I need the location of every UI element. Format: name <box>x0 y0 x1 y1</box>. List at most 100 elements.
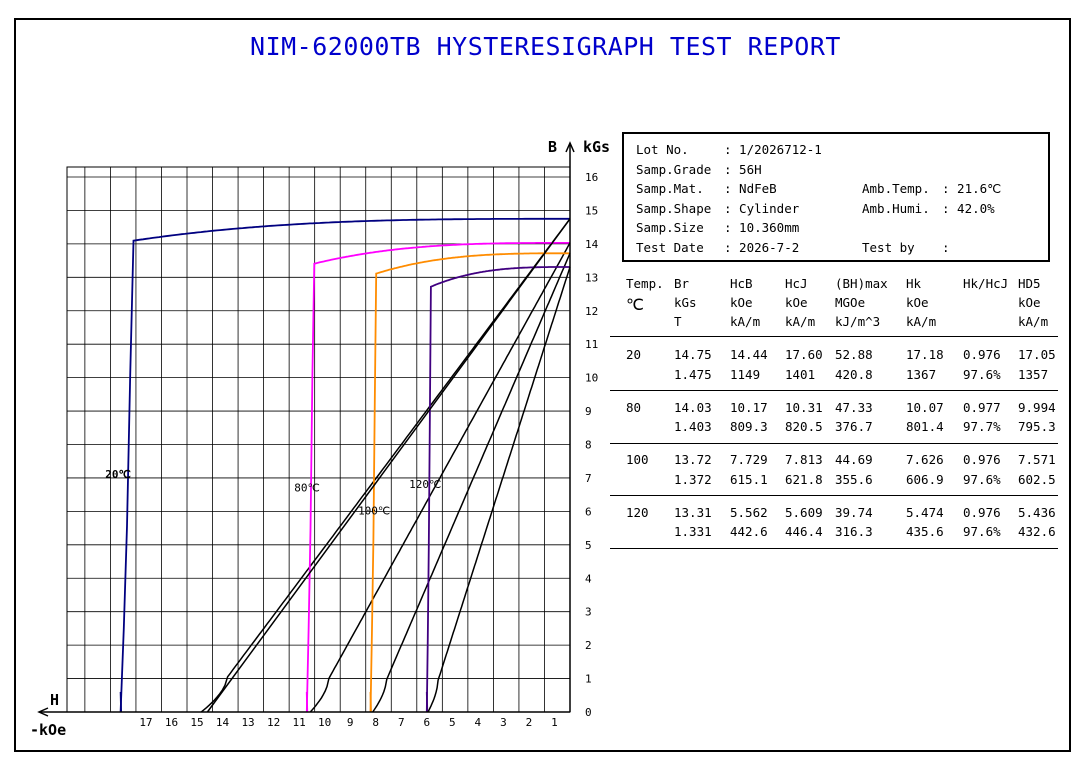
induction-curve-100℃ <box>372 252 571 713</box>
info-value: : NdFeB <box>724 181 777 196</box>
y-tick-label: 8 <box>585 439 592 452</box>
results-temp-cell: 120 <box>626 504 649 520</box>
y-axis-unit: kGs <box>583 138 610 156</box>
x-tick-label: 16 <box>165 716 178 729</box>
y-tick-label: 15 <box>585 204 598 217</box>
x-tick-label: 5 <box>449 716 456 729</box>
y-tick-label: 10 <box>585 372 598 385</box>
info-value: : 56H <box>724 161 762 177</box>
results-header-cell: (BH)max <box>835 276 888 291</box>
induction-curve-80℃ <box>309 242 571 713</box>
info-label: Lot No. <box>636 142 689 157</box>
results-cell: 14.03 <box>674 399 712 415</box>
induction-curve-120℃ <box>427 266 571 713</box>
polarization-curve-20℃ <box>119 217 570 713</box>
results-cell: 809.3 <box>730 419 768 434</box>
info-value: : <box>942 239 950 255</box>
results-header-cell: kOe <box>785 295 808 310</box>
y-tick-label: 12 <box>585 305 598 318</box>
results-header-cell: HD5 <box>1018 276 1041 291</box>
results-cell: 7.571 <box>1018 452 1056 467</box>
report-frame <box>14 18 1071 752</box>
results-header-cell: ℃ <box>626 295 644 314</box>
results-header-cell: kOe <box>906 295 929 310</box>
y-axis-label: B <box>548 138 557 156</box>
results-cell: 1401 <box>785 366 816 382</box>
x-axis-label: H <box>50 691 59 709</box>
results-header-cell: Br <box>674 276 690 291</box>
polarization-curve-80℃ <box>305 242 570 713</box>
results-cell: 5.562 <box>730 504 768 520</box>
y-tick-label: 4 <box>585 572 592 585</box>
results-cell: 0.976 <box>963 347 1001 362</box>
series-label-20℃: 20℃ <box>105 468 131 481</box>
results-cell: 17.60 <box>785 347 823 362</box>
results-header-cell: kA/m <box>1018 314 1049 329</box>
results-cell: 14.75 <box>674 347 712 362</box>
results-header-cell: kA/m <box>906 314 937 329</box>
x-axis-arrow <box>37 707 49 717</box>
results-cell: 47.33 <box>835 399 873 415</box>
results-header-cell: MGOe <box>835 295 866 310</box>
results-cell: 621.8 <box>785 471 823 487</box>
results-cell: 1367 <box>906 366 937 382</box>
results-header-cell: kOe <box>1018 295 1041 310</box>
results-cell: 1.331 <box>674 524 712 539</box>
info-value: : 2026-7-2 <box>724 239 800 255</box>
y-tick-label: 2 <box>585 639 592 652</box>
results-cell: 820.5 <box>785 419 823 434</box>
info-label: Samp.Grade <box>636 161 712 177</box>
results-header-cell: HcJ <box>785 276 808 291</box>
results-cell: 5.609 <box>785 504 823 520</box>
y-tick-label: 6 <box>585 505 592 518</box>
results-cell: 355.6 <box>835 471 873 487</box>
results-temp-cell: 20 <box>626 347 642 362</box>
results-header-cell: kOe <box>730 295 753 310</box>
info-label: Samp.Size <box>636 220 704 235</box>
x-tick-label: 7 <box>398 716 405 729</box>
y-tick-label: 1 <box>585 673 592 686</box>
series-label-100℃: 100℃ <box>358 505 390 518</box>
results-separator <box>610 336 1058 337</box>
x-tick-label: 9 <box>347 716 354 729</box>
report-title: NIM-62000TB HYSTERESIGRAPH TEST REPORT <box>250 32 841 61</box>
polarization-tail-20℃ <box>119 691 123 713</box>
chart-axes <box>37 141 575 717</box>
y-tick-label: 7 <box>585 472 592 485</box>
polarization-curve-120℃ <box>425 266 570 713</box>
y-tick-label: 14 <box>585 238 599 251</box>
results-cell: 1.403 <box>674 419 712 434</box>
induction-curve-20℃ <box>200 218 571 713</box>
load-line <box>206 218 571 713</box>
results-header-cell: HcB <box>730 276 753 291</box>
series-label-80℃: 80℃ <box>294 481 320 494</box>
results-cell: 1.475 <box>674 366 712 382</box>
results-cell: 17.18 <box>906 347 944 362</box>
x-tick-label: 13 <box>241 716 254 729</box>
results-cell: 7.729 <box>730 452 768 467</box>
results-cell: 52.88 <box>835 347 873 362</box>
results-cell: 5.474 <box>906 504 944 520</box>
x-tick-label: 12 <box>267 716 280 729</box>
y-tick-label: 9 <box>585 405 592 418</box>
y-tick-label: 3 <box>585 606 592 619</box>
results-cell: 97.6% <box>963 366 1001 382</box>
results-cell: 97.7% <box>963 419 1001 434</box>
results-cell: 97.6% <box>963 471 1001 487</box>
polarization-tail-120℃ <box>425 691 429 713</box>
polarization-tail-100℃ <box>369 691 372 713</box>
results-cell: 9.994 <box>1018 399 1056 415</box>
series-label-120℃: 120℃ <box>409 478 441 491</box>
results-header-cell: kGs <box>674 295 697 310</box>
y-tick-label: 13 <box>585 271 598 284</box>
results-cell: 795.3 <box>1018 419 1056 434</box>
y-tick-label: 5 <box>585 539 592 552</box>
info-value: : 42.0% <box>942 200 995 216</box>
results-separator <box>610 443 1058 444</box>
results-cell: 13.31 <box>674 504 712 520</box>
grid-border <box>66 166 571 713</box>
results-cell: 420.8 <box>835 366 873 382</box>
y-tick-label: 0 <box>585 706 592 719</box>
chart-curves <box>119 217 571 713</box>
x-tick-label: 17 <box>139 716 152 729</box>
